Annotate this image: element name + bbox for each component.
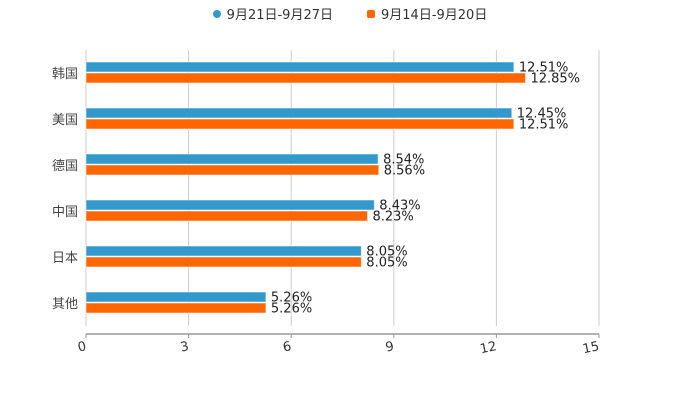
x-tick-label: 12 [479, 339, 498, 357]
category-label: 德国 [52, 159, 78, 174]
legend-marker-series-1 [212, 9, 221, 18]
bar-1 [85, 291, 267, 303]
data-label: 12.45% [517, 107, 567, 122]
legend-label-series-1: 9月21日-9月27日 [226, 8, 333, 23]
bar-2 [85, 302, 267, 314]
category-label: 日本 [52, 251, 78, 266]
data-label: 8.23% [372, 210, 413, 225]
x-tick-label: 0 [76, 339, 87, 355]
category-label: 中国 [52, 205, 78, 220]
bar-2 [85, 118, 515, 130]
bar-2 [85, 72, 526, 84]
category-label: 韩国 [52, 67, 78, 82]
category-label: 其他 [52, 297, 78, 312]
legend: 9月21日-9月27日 9月14日-9月20日 [0, 4, 700, 23]
bar-1 [85, 61, 515, 73]
legend-label-series-2: 9月14日-9月20日 [381, 8, 488, 23]
data-label: 5.26% [271, 291, 312, 306]
legend-marker-series-2 [367, 9, 375, 18]
bar-1 [85, 107, 513, 119]
data-label: 12.51% [519, 118, 569, 133]
x-tick-label: 15 [581, 339, 600, 357]
legend-item-series-2[interactable]: 9月14日-9月20日 [367, 4, 487, 23]
bar-1 [85, 153, 379, 165]
bar-1 [85, 199, 375, 211]
data-label: 12.51% [519, 61, 569, 76]
bar-2 [85, 256, 362, 268]
data-label: 8.56% [384, 164, 425, 179]
bar-2 [85, 164, 380, 176]
bar-2 [85, 210, 368, 222]
category-label: 美国 [52, 113, 78, 128]
data-label: 8.05% [366, 256, 407, 271]
data-label: 8.54% [383, 153, 424, 168]
data-label: 5.26% [271, 302, 312, 317]
bar-1 [85, 245, 362, 257]
x-tick-label: 6 [282, 339, 293, 355]
data-label: 12.85% [530, 72, 580, 87]
data-label: 8.05% [366, 245, 407, 260]
x-tick-label: 3 [179, 339, 190, 355]
legend-item-series-1[interactable]: 9月21日-9月27日 [212, 4, 333, 23]
data-label: 8.43% [379, 199, 420, 214]
x-tick-label: 9 [384, 339, 395, 355]
